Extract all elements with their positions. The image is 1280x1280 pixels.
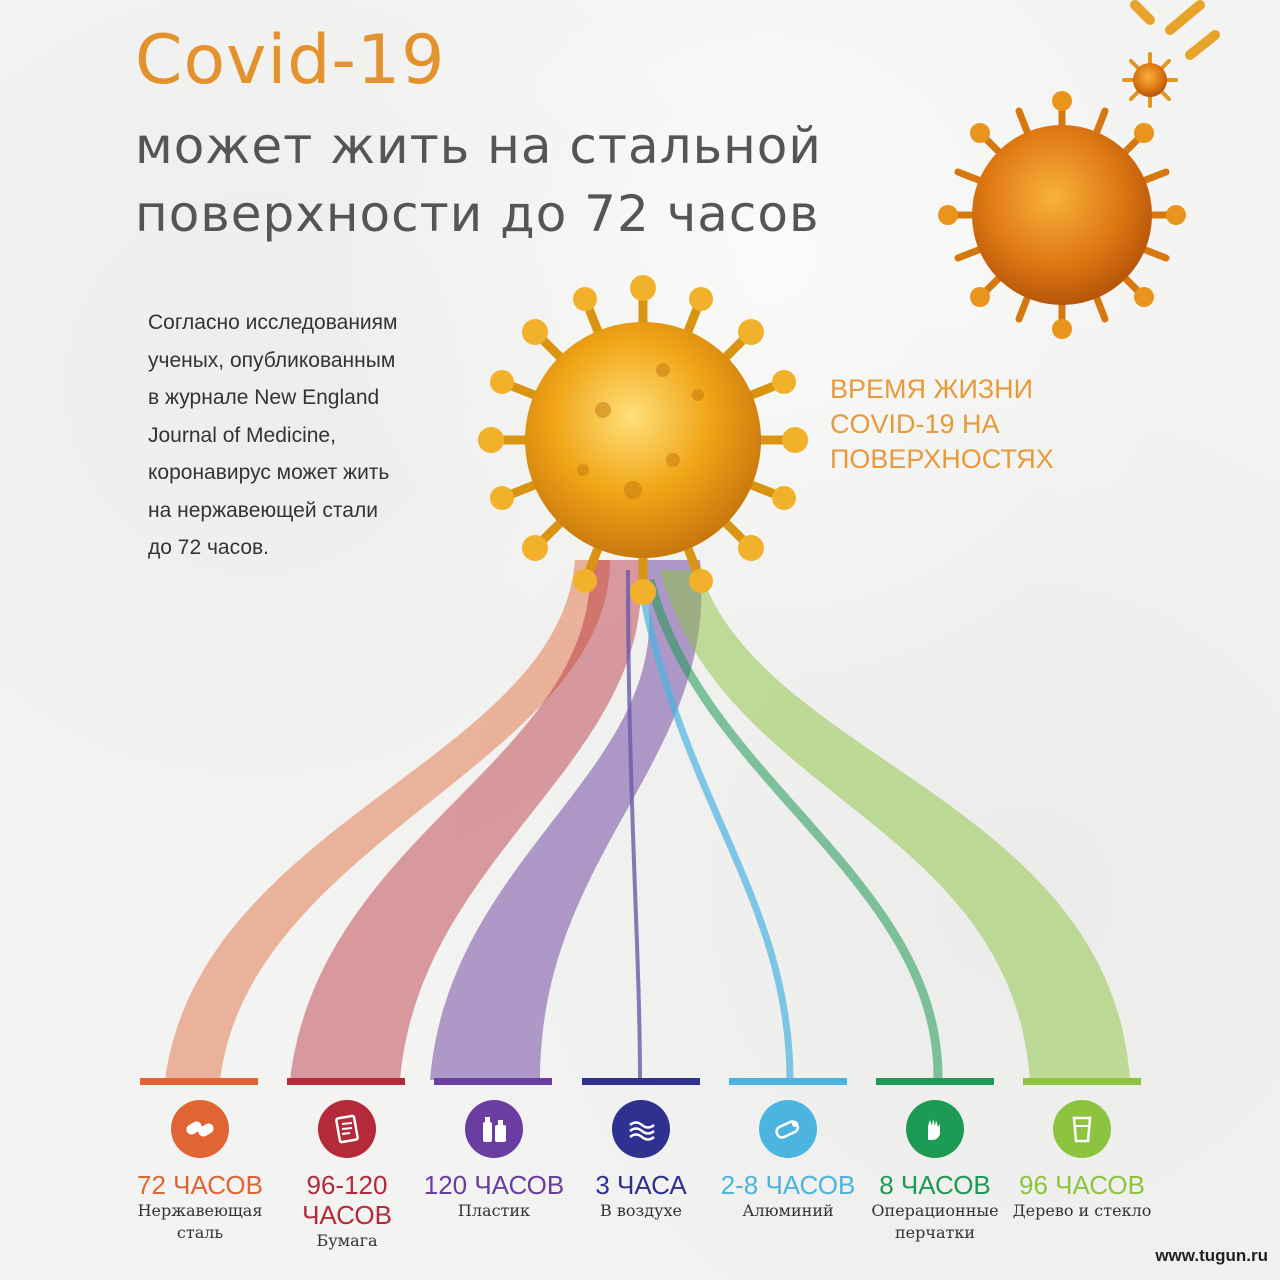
virus-small bbox=[1122, 52, 1178, 108]
page-title: Covid-19 bbox=[135, 21, 446, 100]
bar-gloves bbox=[876, 1078, 994, 1085]
surface-duration: 2-8 ЧАСОВ bbox=[720, 1170, 856, 1200]
surface-label: Дерево и стекло bbox=[1012, 1201, 1152, 1220]
intro-paragraph: Согласно исследованиям ученых, опубликов… bbox=[148, 311, 398, 559]
ribbon-air bbox=[626, 569, 642, 1081]
surface-duration: 120 ЧАСОВ bbox=[423, 1170, 565, 1200]
surface-duration: 96 ЧАСОВ bbox=[1018, 1170, 1145, 1200]
bottles-icon bbox=[465, 1100, 523, 1158]
surface-column: 96 ЧАСОВ Дерево и стекло bbox=[1002, 1100, 1162, 1222]
surface-column: 3 ЧАСА В воздухе bbox=[561, 1100, 721, 1222]
surface-duration: 72 ЧАСОВ bbox=[136, 1170, 263, 1200]
surface-label: В воздухе bbox=[600, 1201, 682, 1220]
surface-label: Пластик bbox=[457, 1201, 531, 1220]
ribbon-steel bbox=[165, 560, 610, 1080]
bar-air bbox=[582, 1078, 700, 1085]
paper-icon bbox=[318, 1100, 376, 1158]
ribbon-flows bbox=[165, 560, 1130, 1081]
ribbon-wood-glass bbox=[660, 570, 1130, 1080]
pills-icon bbox=[171, 1100, 229, 1158]
surface-duration: 3 ЧАСА bbox=[595, 1170, 687, 1200]
surface-label: Нержавеющая сталь bbox=[137, 1201, 263, 1242]
ribbon-gloves bbox=[645, 578, 943, 1081]
ribbon-plastic bbox=[430, 560, 702, 1080]
lifetime-heading: ВРЕМЯ ЖИЗНИ COVID-19 НА ПОВЕРХНОСТЯХ bbox=[830, 374, 1054, 474]
ribbon-paper bbox=[290, 560, 642, 1080]
virus-fragment bbox=[1130, 0, 1220, 60]
bar-steel bbox=[140, 1078, 258, 1085]
surface-column: 8 ЧАСОВ Операционные перчатки bbox=[855, 1100, 1015, 1244]
surface-column: 96-120 ЧАСОВ Бумага bbox=[267, 1100, 427, 1252]
air-icon bbox=[612, 1100, 670, 1158]
virus-large bbox=[478, 275, 808, 605]
surface-label: Алюминий bbox=[742, 1201, 834, 1220]
gloves-icon bbox=[906, 1100, 964, 1158]
surface-label: Бумага bbox=[316, 1231, 378, 1250]
virus-medium bbox=[938, 91, 1186, 339]
bar-aluminium bbox=[729, 1078, 847, 1085]
bar-plastic bbox=[434, 1078, 552, 1085]
surface-column: 72 ЧАСОВ Нержавеющая сталь bbox=[120, 1100, 280, 1244]
surface-column: 2-8 ЧАСОВ Алюминий bbox=[708, 1100, 868, 1222]
ribbon-aluminium bbox=[636, 579, 794, 1081]
glass-icon bbox=[1053, 1100, 1111, 1158]
baseline-bars bbox=[140, 1078, 1141, 1085]
surface-duration: 96-120 ЧАСОВ bbox=[302, 1170, 392, 1230]
bar-paper bbox=[287, 1078, 405, 1085]
page-subtitle: может жить на стальной поверхности до 72… bbox=[135, 117, 822, 243]
surface-duration: 8 ЧАСОВ bbox=[879, 1170, 991, 1200]
surface-column: 120 ЧАСОВ Пластик bbox=[414, 1100, 574, 1222]
foil-icon bbox=[759, 1100, 817, 1158]
bar-wood-glass bbox=[1023, 1078, 1141, 1085]
surface-label: Операционные перчатки bbox=[871, 1201, 999, 1242]
watermark: www.tugun.ru bbox=[1155, 1246, 1268, 1265]
